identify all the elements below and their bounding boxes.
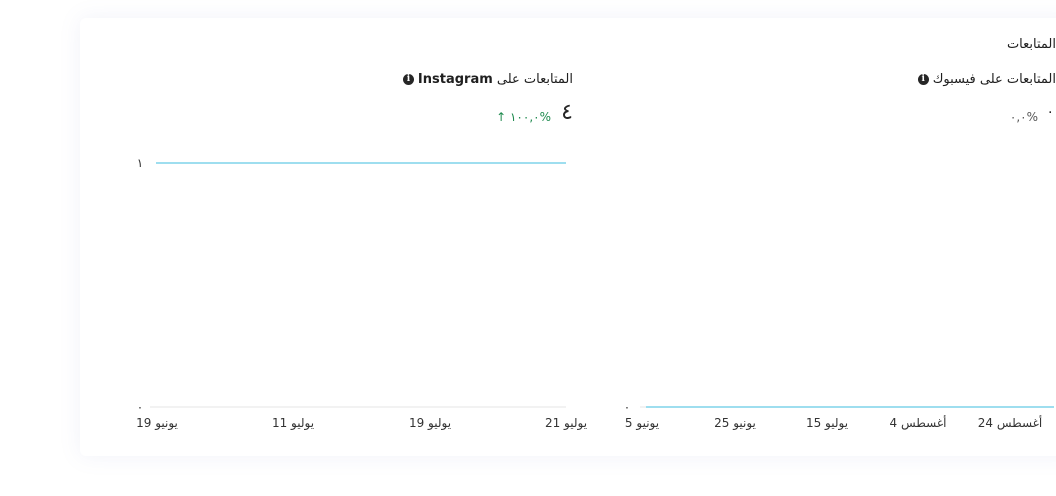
instagram-followers-value: ٤ <box>561 100 573 125</box>
instagram-change: ↑ ١٠٠,٠% <box>496 110 551 124</box>
info-circle-icon[interactable]: i <box>917 74 929 85</box>
facebook-title-text: المتابعات على فيسبوك <box>932 72 1056 87</box>
facebook-chart-title: المتابعات على فيسبوك i <box>917 72 1056 87</box>
instagram-title-text: المتابعات على Instagram <box>417 72 573 87</box>
instagram-chart-title: المتابعات على Instagram i <box>402 72 573 87</box>
info-circle-icon[interactable]: i <box>402 74 414 85</box>
followers-card <box>80 18 1056 456</box>
facebook-followers-value: ٠ <box>1046 104 1054 120</box>
facebook-change: ٠,٠% <box>1009 110 1038 124</box>
section-title: المتابعات <box>1006 37 1056 52</box>
